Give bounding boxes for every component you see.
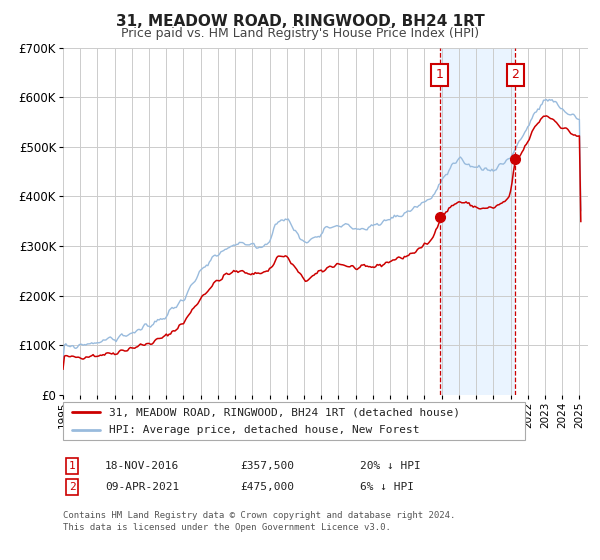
- Text: £475,000: £475,000: [240, 482, 294, 492]
- Text: Price paid vs. HM Land Registry's House Price Index (HPI): Price paid vs. HM Land Registry's House …: [121, 27, 479, 40]
- Text: 2: 2: [511, 68, 519, 81]
- Text: 1: 1: [436, 68, 443, 81]
- Text: 09-APR-2021: 09-APR-2021: [105, 482, 179, 492]
- Text: 20% ↓ HPI: 20% ↓ HPI: [360, 461, 421, 471]
- Text: Contains HM Land Registry data © Crown copyright and database right 2024.
This d: Contains HM Land Registry data © Crown c…: [63, 511, 455, 531]
- Text: 18-NOV-2016: 18-NOV-2016: [105, 461, 179, 471]
- Text: £357,500: £357,500: [240, 461, 294, 471]
- Bar: [440, 48, 515, 395]
- Text: HPI: Average price, detached house, New Forest: HPI: Average price, detached house, New …: [109, 425, 420, 435]
- Text: 31, MEADOW ROAD, RINGWOOD, BH24 1RT (detached house): 31, MEADOW ROAD, RINGWOOD, BH24 1RT (det…: [109, 407, 460, 417]
- Text: 1: 1: [68, 461, 76, 471]
- Text: 31, MEADOW ROAD, RINGWOOD, BH24 1RT: 31, MEADOW ROAD, RINGWOOD, BH24 1RT: [116, 14, 484, 29]
- Text: 2: 2: [68, 482, 76, 492]
- Text: 6% ↓ HPI: 6% ↓ HPI: [360, 482, 414, 492]
